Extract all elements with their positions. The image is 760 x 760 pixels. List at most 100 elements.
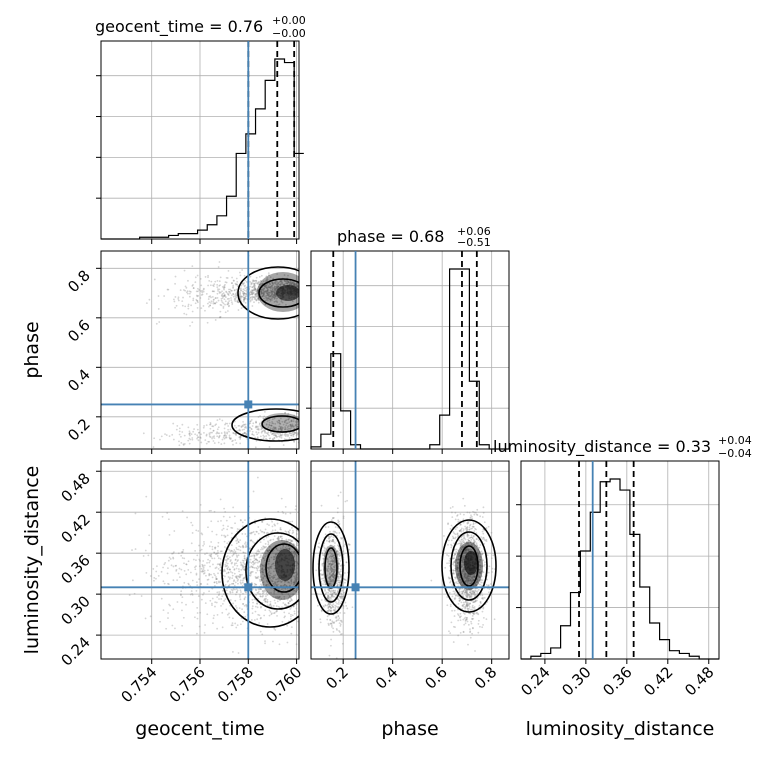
sample-point [238, 295, 241, 298]
sample-point [335, 549, 338, 552]
sample-point [271, 433, 273, 436]
sample-point [242, 592, 244, 595]
sample-point [219, 310, 222, 313]
sample-point [242, 551, 245, 554]
sample-point [342, 545, 345, 548]
sample-point [215, 578, 218, 580]
sample-point [463, 568, 465, 571]
sample-point [454, 591, 456, 593]
sample-point [260, 427, 263, 430]
sample-point [242, 282, 245, 285]
sample-point [202, 572, 205, 575]
sample-point [338, 581, 341, 584]
sample-point [250, 572, 252, 575]
sample-point [277, 510, 280, 513]
sample-point [333, 570, 336, 573]
sample-point [196, 295, 199, 298]
sample-point [462, 577, 465, 580]
sample-point [277, 536, 280, 538]
sample-point [278, 420, 281, 422]
sample-point [274, 426, 277, 429]
sample-point [243, 432, 246, 434]
sample-point [258, 588, 261, 591]
sample-point [254, 426, 257, 429]
sample-point [329, 562, 332, 565]
sample-point [336, 583, 339, 586]
sample-point [466, 579, 469, 582]
sample-point [227, 305, 230, 308]
sample-point [229, 599, 232, 601]
sample-point [196, 428, 199, 431]
sample-point [458, 591, 461, 593]
sample-point [235, 552, 237, 555]
sample-point [330, 581, 332, 584]
sample-point [254, 288, 257, 290]
sample-point [333, 579, 336, 582]
sample-point [258, 275, 261, 278]
sample-point [218, 284, 221, 287]
sample-point [450, 621, 453, 624]
sample-point [234, 588, 236, 591]
sample-point [238, 575, 240, 578]
sample-point [271, 290, 274, 292]
sample-point [188, 432, 191, 435]
sample-point [465, 578, 468, 580]
sample-point [183, 569, 186, 572]
sample-point [220, 294, 223, 297]
sample-point [254, 575, 257, 578]
sample-point [232, 582, 235, 585]
sample-point [199, 437, 202, 439]
sample-point [243, 297, 246, 300]
sample-point [240, 296, 242, 299]
sample-point [329, 551, 332, 554]
sample-point [238, 292, 241, 295]
sample-point [255, 571, 257, 574]
sample-point [335, 593, 337, 596]
sample-point [228, 297, 230, 300]
sample-point [466, 528, 469, 531]
sample-point [228, 434, 231, 437]
sample-point [264, 528, 267, 531]
sample-point [296, 562, 299, 565]
sample-point [229, 288, 232, 291]
sample-point [460, 580, 462, 583]
sample-point [287, 274, 289, 277]
sample-point [181, 423, 184, 426]
sample-point [329, 554, 332, 557]
sample-point [253, 561, 255, 564]
sample-point [218, 280, 221, 283]
sample-point [272, 562, 274, 565]
sample-point [329, 599, 332, 602]
sample-point [262, 576, 265, 579]
y-tick-label: 0.24 [57, 633, 93, 669]
injection-marker [244, 400, 253, 409]
sample-point [241, 424, 244, 427]
sample-point [331, 555, 334, 558]
sample-point [280, 436, 283, 439]
sample-point [268, 297, 271, 300]
sample-point [468, 511, 471, 514]
sample-point [462, 558, 465, 561]
sample-point [226, 593, 229, 595]
sample-point [194, 549, 197, 552]
sample-point [463, 504, 466, 507]
sample-point [167, 617, 169, 619]
sample-point [235, 288, 238, 291]
sample-point [285, 424, 288, 427]
sample-point [470, 587, 473, 590]
sample-point [257, 590, 260, 593]
sample-point [206, 613, 209, 616]
sample-point [225, 560, 228, 562]
sample-point [294, 580, 297, 583]
sample-point [470, 576, 472, 578]
sample-point [454, 536, 457, 539]
sample-point [274, 287, 277, 290]
sample-point [196, 436, 199, 439]
sample-point [261, 292, 263, 295]
sample-point [273, 564, 276, 567]
sample-point [334, 608, 337, 611]
sample-point [172, 551, 175, 554]
sample-point [471, 517, 474, 520]
sample-point [196, 437, 198, 440]
sample-point [259, 290, 262, 293]
